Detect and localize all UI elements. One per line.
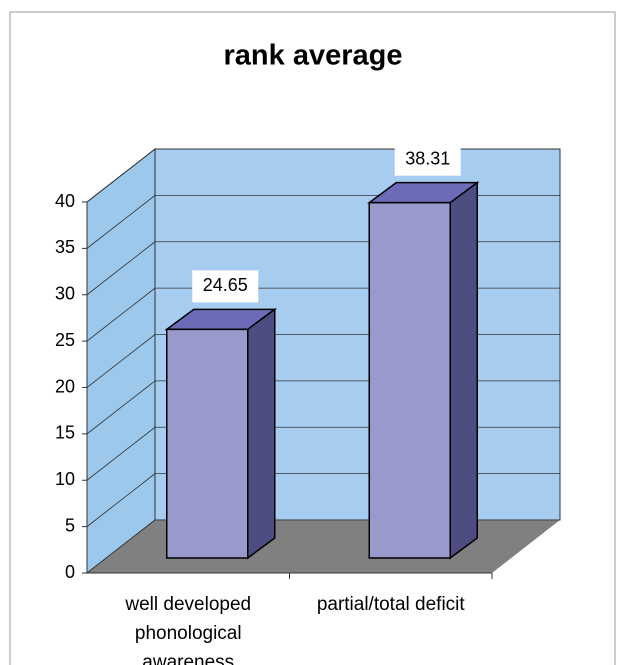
grid-line xyxy=(86,287,156,342)
grid-line xyxy=(86,241,156,296)
value-label-box xyxy=(192,270,259,303)
grid-line xyxy=(86,426,156,481)
y-tick-label: 40 xyxy=(55,191,75,211)
grid-line xyxy=(86,334,156,388)
value-label: 38.31 xyxy=(405,148,450,168)
y-tick-label: 10 xyxy=(55,469,75,489)
floor xyxy=(87,520,560,573)
bar-side xyxy=(247,307,276,560)
x-tick-label: partial/total deficit xyxy=(316,594,465,615)
bar xyxy=(166,328,249,559)
grid-line xyxy=(86,148,156,203)
value-label-box xyxy=(394,143,461,176)
y-tick-label: 0 xyxy=(65,562,75,582)
y-tick-label: 15 xyxy=(55,423,75,443)
grid-line xyxy=(86,195,156,249)
y-tick-label: 20 xyxy=(55,376,75,396)
x-tick-label: well developed phonological awareness xyxy=(125,594,252,665)
y-tick-label: 30 xyxy=(55,284,75,304)
value-label: 24.65 xyxy=(203,275,248,295)
y-tick-label: 25 xyxy=(55,330,75,350)
grid-line xyxy=(86,473,156,527)
y-tick-label: 35 xyxy=(55,237,75,257)
grid-line xyxy=(86,380,156,435)
bar xyxy=(368,201,451,559)
chart-title: rank average xyxy=(224,40,403,72)
grid-line xyxy=(86,519,156,574)
bar-side xyxy=(449,181,478,560)
y-tick-label: 5 xyxy=(65,515,75,535)
